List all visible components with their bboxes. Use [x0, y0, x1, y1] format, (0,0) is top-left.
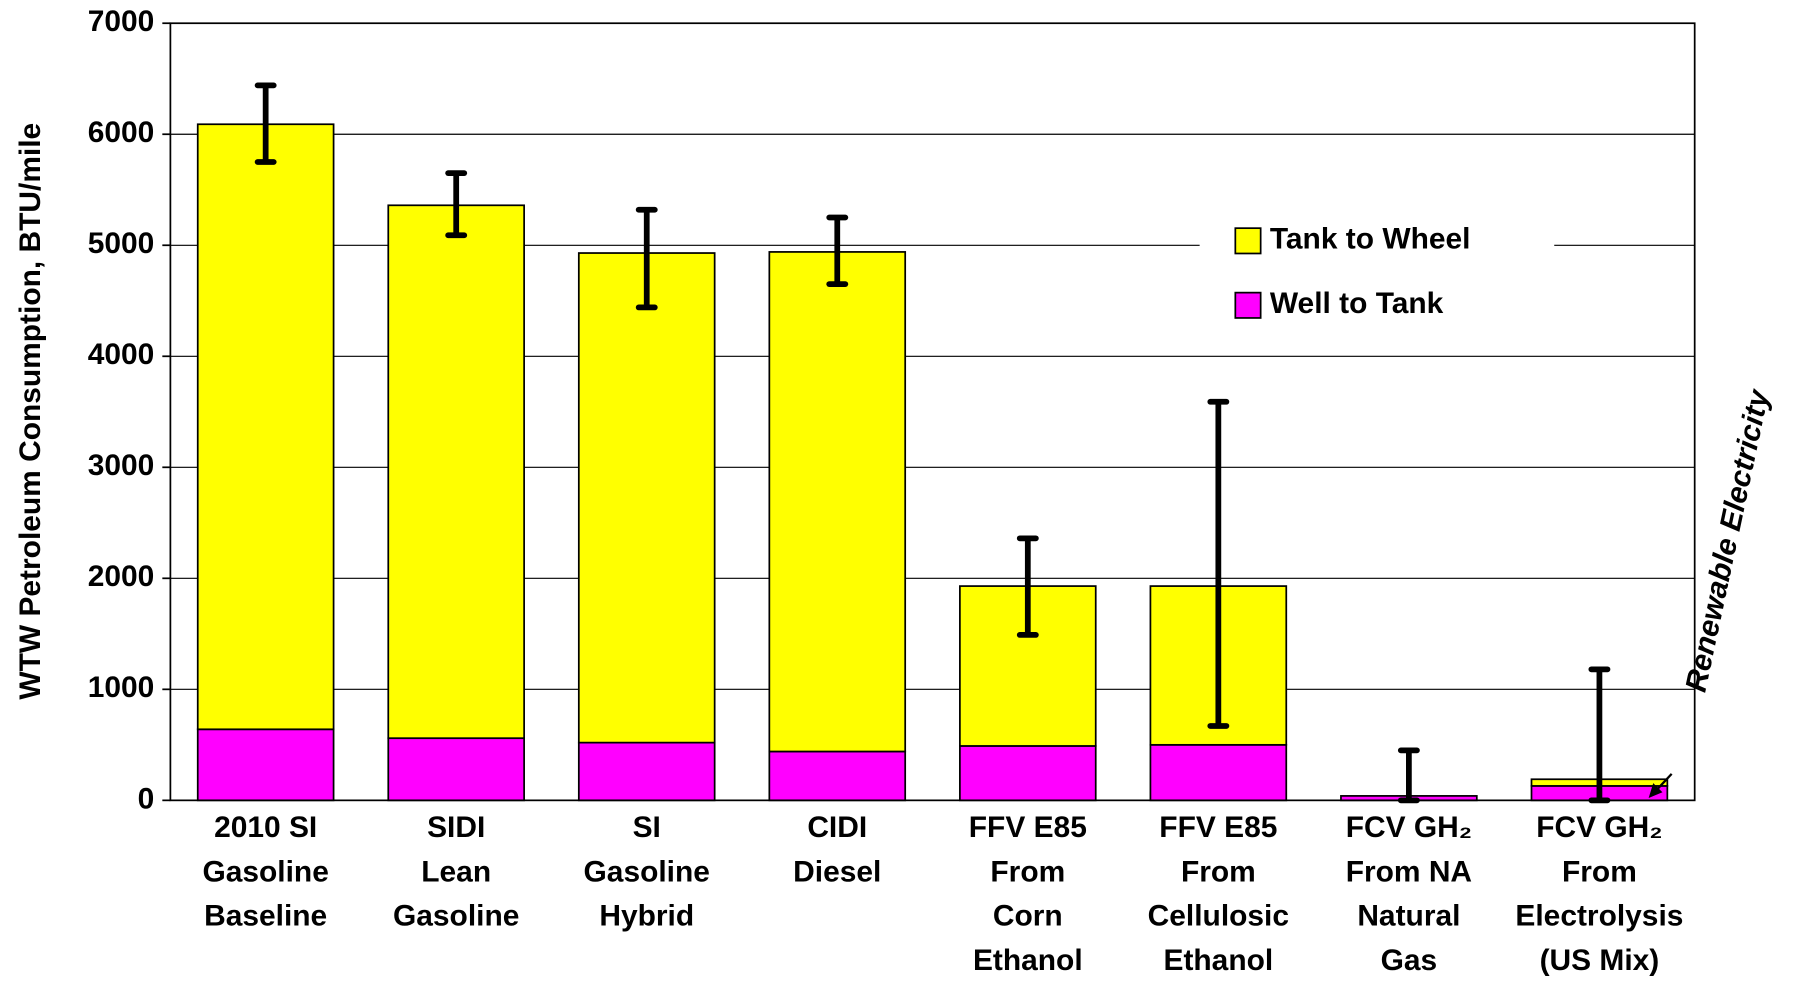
x-tick-label: CIDI [807, 811, 867, 844]
bar-segment [387, 204, 525, 740]
x-tick-label: Cellulosic [1148, 900, 1289, 933]
bar-segment [196, 123, 335, 731]
x-tick-label: Electrolysis [1515, 900, 1683, 933]
x-tick-label: 2010 SI [214, 811, 317, 844]
bar-segment [196, 728, 335, 802]
y-tick-label: 7000 [88, 5, 155, 38]
y-tick-label: 1000 [88, 671, 155, 704]
x-tick-label: FCV GH₂ [1536, 811, 1662, 844]
x-tick-label: SIDI [427, 811, 485, 844]
annotation-arrowhead [1648, 783, 1663, 799]
bar-segment [768, 251, 907, 753]
y-tick-label: 6000 [88, 116, 155, 149]
y-tick-label: 5000 [88, 227, 155, 260]
plot-border [169, 22, 1696, 802]
x-tick-label: Gasoline [584, 855, 710, 888]
legend-swatch [1234, 291, 1262, 319]
error-bar [826, 214, 849, 287]
y-tick-label: 0 [138, 782, 155, 815]
bar-segment [387, 737, 525, 802]
legend-label: Well to Tank [1270, 287, 1444, 320]
y-axis-label: WTW Petroleum Consumption, BTU/mile [14, 123, 47, 700]
error-bar [445, 170, 468, 239]
bar-segment [959, 745, 1097, 802]
x-tick-label: From NA [1346, 855, 1472, 888]
bar-segment [577, 741, 716, 802]
y-tick-label: 2000 [88, 560, 155, 593]
y-tick-label: 4000 [88, 338, 155, 371]
x-tick-label: Ethanol [973, 944, 1083, 977]
legend-label: Tank to Wheel [1270, 223, 1471, 256]
x-tick-label: FCV GH₂ [1346, 811, 1472, 844]
x-tick-label: (US Mix) [1540, 944, 1660, 977]
bar-segment [768, 750, 907, 802]
bar-segment [577, 252, 716, 744]
x-tick-label: Ethanol [1163, 944, 1273, 977]
y-tick-label: 3000 [88, 449, 155, 482]
x-tick-label: Corn [993, 900, 1063, 933]
x-tick-label: FFV E85 [969, 811, 1087, 844]
x-tick-label: Gasoline [202, 855, 328, 888]
error-bar [254, 82, 277, 165]
x-tick-label: From [1181, 855, 1256, 888]
error-bar [1016, 535, 1039, 638]
x-tick-label: From [1562, 855, 1637, 888]
x-tick-label: Lean [421, 855, 491, 888]
x-tick-label: Gas [1381, 944, 1438, 977]
x-tick-label: Baseline [204, 900, 327, 933]
legend-swatch [1234, 227, 1262, 255]
x-tick-label: Natural [1357, 900, 1460, 933]
x-tick-label: Diesel [793, 855, 881, 888]
x-tick-label: SI [633, 811, 661, 844]
error-bar [635, 206, 658, 311]
error-bar [1207, 398, 1230, 729]
bar-segment [1149, 743, 1288, 802]
x-tick-label: Gasoline [393, 900, 519, 933]
x-tick-label: FFV E85 [1159, 811, 1277, 844]
x-tick-label: Hybrid [599, 900, 694, 933]
x-tick-label: From [990, 855, 1065, 888]
